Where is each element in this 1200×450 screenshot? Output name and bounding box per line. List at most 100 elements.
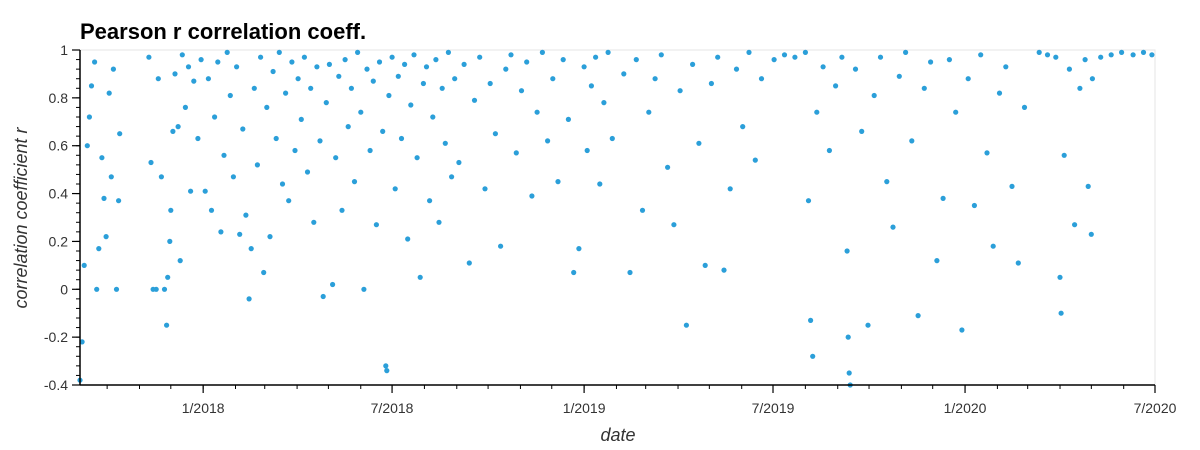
data-point <box>339 207 345 213</box>
data-point <box>1044 52 1051 58</box>
data-point <box>1088 231 1094 237</box>
data-point <box>298 116 304 122</box>
data-point <box>884 179 890 185</box>
data-point <box>1149 52 1155 58</box>
data-point <box>436 219 442 225</box>
data-point <box>177 258 183 264</box>
data-point <box>560 57 566 63</box>
data-point <box>420 80 426 87</box>
data-point <box>859 128 865 134</box>
data-point <box>148 159 154 166</box>
data-point <box>361 286 367 292</box>
data-point <box>752 157 758 163</box>
y-tick-label: 0.2 <box>49 233 69 249</box>
data-point <box>658 52 664 58</box>
data-point <box>820 64 826 70</box>
data-point <box>230 174 236 180</box>
data-point <box>727 186 733 192</box>
data-point <box>471 97 478 103</box>
data-point <box>545 138 551 144</box>
data-point <box>833 83 839 89</box>
data-point <box>333 155 339 161</box>
data-point <box>286 198 292 204</box>
data-point <box>934 258 940 264</box>
data-point <box>1053 54 1059 60</box>
data-point <box>940 195 946 201</box>
y-axis: -0.4 -0.2 0 0.2 0.4 0.6 0.8 1 <box>44 42 81 393</box>
data-point <box>959 327 965 333</box>
data-point <box>903 49 909 56</box>
data-point <box>609 135 615 142</box>
data-point <box>237 231 243 237</box>
data-point <box>234 64 240 70</box>
data-point <box>1058 310 1064 316</box>
data-point <box>1003 64 1009 70</box>
data-point <box>165 274 171 280</box>
data-point <box>146 54 152 60</box>
data-point <box>677 88 683 94</box>
data-point <box>110 66 116 72</box>
data-point <box>990 243 996 249</box>
data-point <box>805 198 812 204</box>
y-tick-label: -0.2 <box>44 329 68 345</box>
plot-frame <box>79 49 1156 386</box>
data-point <box>708 80 715 87</box>
data-point <box>802 49 809 56</box>
data-point <box>261 269 267 276</box>
data-point <box>248 246 254 252</box>
y-tick-label: 1 <box>60 42 68 58</box>
data-point <box>273 135 279 142</box>
data-point <box>565 116 572 122</box>
data-point <box>336 73 342 79</box>
data-point <box>633 57 639 63</box>
data-point <box>601 100 607 106</box>
data-point <box>1130 52 1136 58</box>
data-point <box>683 322 690 328</box>
data-point <box>665 164 671 170</box>
data-point <box>1089 76 1095 82</box>
data-point <box>792 54 798 60</box>
data-point <box>99 155 105 161</box>
data-point <box>524 59 530 65</box>
data-point <box>351 179 358 185</box>
data-point <box>292 147 298 154</box>
data-point <box>584 147 590 154</box>
data-point <box>466 260 472 266</box>
data-point <box>576 246 582 252</box>
data-point <box>909 138 915 144</box>
data-point <box>915 313 921 319</box>
data-point <box>555 179 561 185</box>
data-point <box>452 76 458 82</box>
data-point <box>877 54 884 60</box>
data-point <box>826 147 833 154</box>
data-point <box>740 124 746 130</box>
data-point <box>492 131 498 137</box>
data-point <box>605 49 611 56</box>
data-point <box>771 57 777 63</box>
data-point <box>433 57 439 63</box>
data-point <box>503 66 509 72</box>
data-point <box>185 64 192 70</box>
data-point <box>279 181 286 187</box>
data-point <box>456 159 462 166</box>
x-tick-label: 7/2018 <box>371 400 414 416</box>
data-point <box>639 207 646 213</box>
data-point <box>1140 49 1147 56</box>
data-point <box>364 66 370 72</box>
data-point <box>781 52 788 58</box>
data-point <box>243 212 249 218</box>
data-point <box>198 57 204 63</box>
data-point <box>92 59 98 65</box>
data-point <box>1021 104 1028 110</box>
data-point <box>96 246 102 252</box>
data-point <box>264 104 270 110</box>
data-point <box>896 73 902 79</box>
data-point <box>721 267 727 273</box>
data-point <box>571 269 577 276</box>
data-point <box>461 61 467 67</box>
data-point <box>373 222 379 228</box>
plot-border <box>79 49 1156 386</box>
data-point <box>94 286 100 292</box>
data-point <box>715 54 721 60</box>
data-point <box>170 128 176 134</box>
